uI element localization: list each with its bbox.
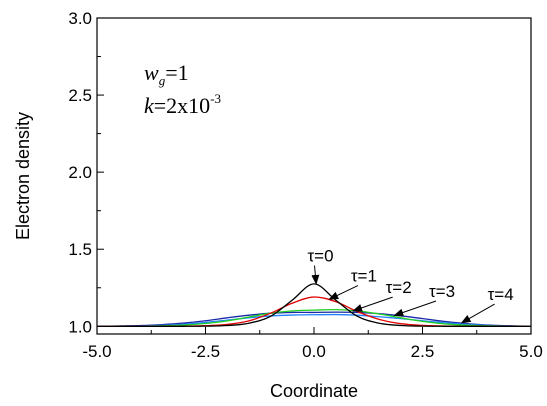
wg-value: =1 xyxy=(165,60,188,85)
y-tick-label: 2.5 xyxy=(68,86,92,105)
curve-annotation-label: τ=0 xyxy=(307,247,333,266)
y-tick-label: 2.0 xyxy=(68,163,92,182)
parameter-k: k=2x10-3 xyxy=(144,91,221,118)
curve-annotation-label: τ=3 xyxy=(429,282,455,301)
wg-symbol: w xyxy=(144,60,159,85)
curve-annotation-label: τ=1 xyxy=(351,267,377,286)
k-value: =2x10 xyxy=(154,93,210,118)
x-axis-label: Coordinate xyxy=(270,381,358,401)
y-tick-label: 3.0 xyxy=(68,9,92,28)
series-line xyxy=(96,296,531,327)
y-axis-ticks: 1.0 1.5 2.0 2.5 3.0 xyxy=(68,9,104,336)
series-line xyxy=(96,311,532,327)
x-tick-label: 0.0 xyxy=(302,342,326,361)
k-symbol: k xyxy=(144,93,155,118)
series-lines xyxy=(96,283,532,327)
plot-area xyxy=(96,17,532,335)
annotation-arrow xyxy=(311,265,320,285)
k-exponent: -3 xyxy=(210,91,221,106)
y-tick-label: 1.0 xyxy=(68,317,92,336)
y-axis-label: Electron density xyxy=(13,112,33,240)
wg-subscript: g xyxy=(159,73,166,88)
curve-annotation-label: τ=4 xyxy=(488,285,514,304)
x-tick-label: -5.0 xyxy=(82,342,111,361)
annotation-arrow xyxy=(460,303,495,324)
curve-annotation-label: τ=2 xyxy=(386,278,412,297)
y-tick-label: 1.5 xyxy=(68,240,92,259)
x-tick-label: 5.0 xyxy=(519,342,543,361)
svg-text:wg=1: wg=1 xyxy=(144,60,189,88)
x-axis-ticks: -5.0 -2.5 0.0 2.5 5.0 xyxy=(82,327,543,361)
annotation-arrow xyxy=(352,296,393,312)
annotation-arrow xyxy=(328,285,359,300)
curve-annotations: τ=0 τ=1 τ=2 τ=3 τ=4 xyxy=(307,247,514,324)
svg-text:k=2x10-3: k=2x10-3 xyxy=(144,91,221,118)
x-tick-label: -2.5 xyxy=(191,342,220,361)
annotation-arrow xyxy=(393,300,437,317)
parameter-wg: wg=1 xyxy=(144,60,189,88)
x-tick-label: 2.5 xyxy=(411,342,435,361)
